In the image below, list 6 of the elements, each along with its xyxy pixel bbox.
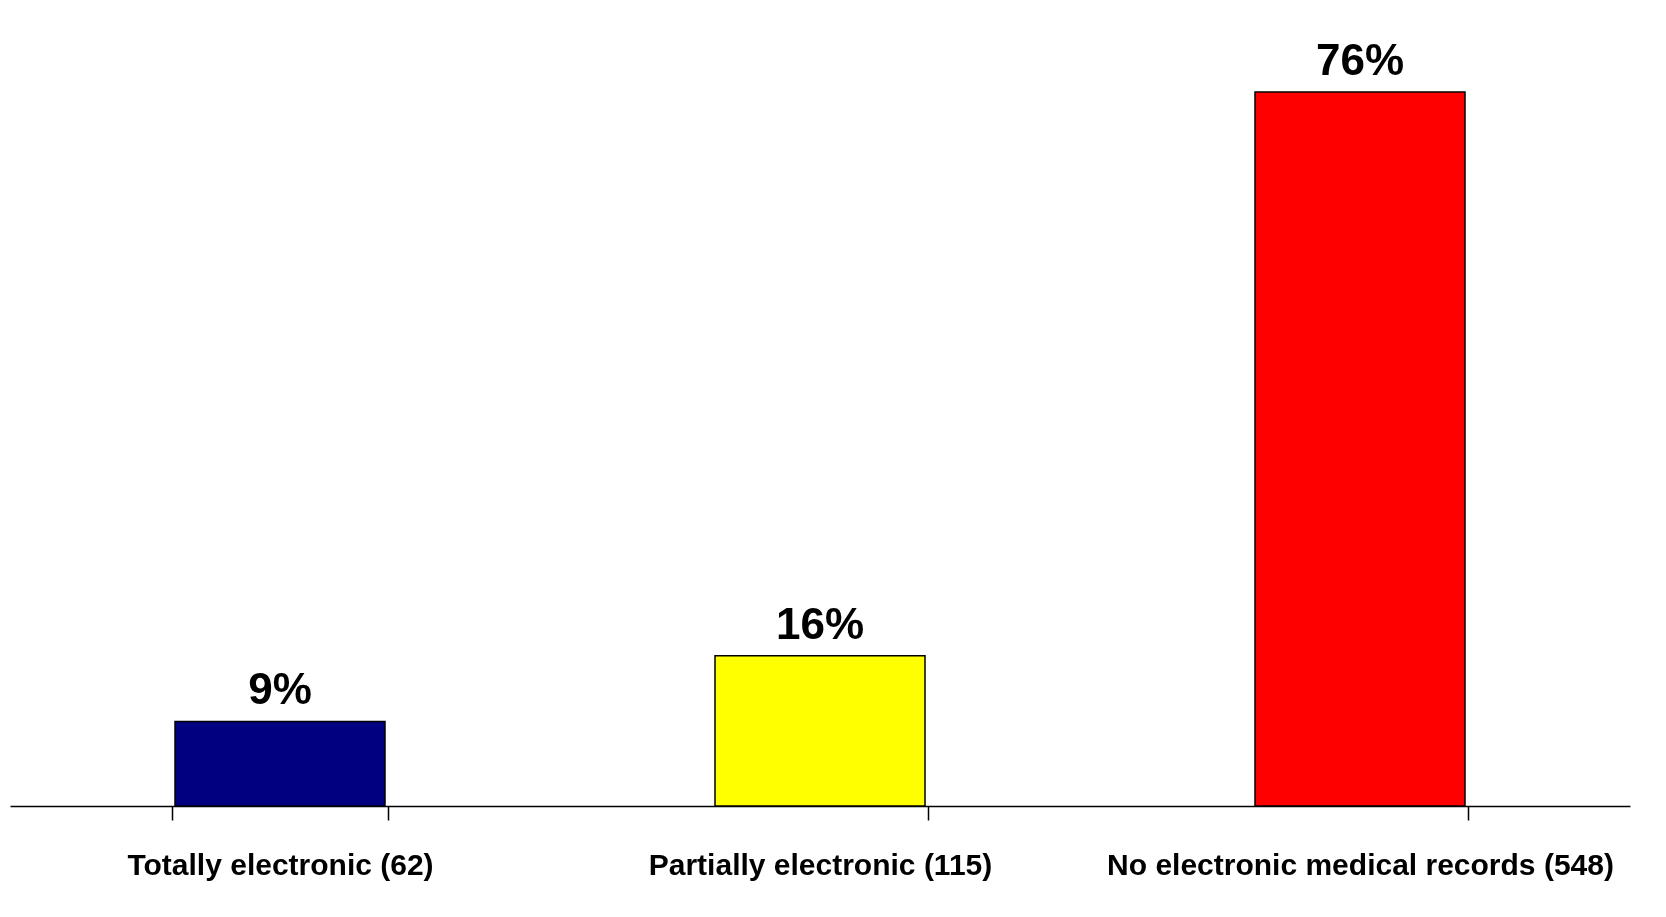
data-label: 76% xyxy=(1315,35,1405,84)
x-tick-label: Partially electronic (115) xyxy=(648,847,993,881)
x-tick-label: No electronic medical records (548) xyxy=(1107,847,1614,881)
data-label: 9% xyxy=(248,664,312,714)
data-label: 16% xyxy=(775,598,865,648)
x-tick-label: Totally electronic (62) xyxy=(127,847,434,881)
